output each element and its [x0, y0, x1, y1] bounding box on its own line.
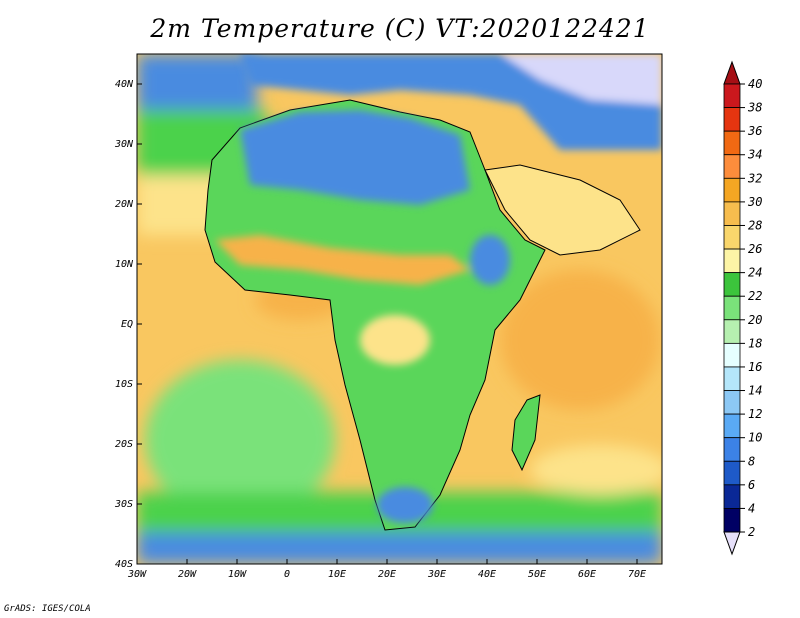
south-africa-cool: [377, 487, 433, 523]
sahel-warm-band: [215, 235, 470, 285]
africa-continent: [204, 99, 546, 531]
lat-tick-label: 30N: [114, 139, 134, 150]
madagascar: [511, 394, 541, 472]
colorbar-label: 2: [748, 525, 755, 539]
colorbar-swatch: [723, 413, 741, 439]
colorbar-swatch: [723, 484, 741, 509]
colorbar-label: 28: [748, 218, 762, 232]
colorbar-label: 38: [747, 101, 762, 115]
atlantic-cold-zone: [137, 54, 257, 114]
colorbar-swatch: [723, 154, 741, 179]
colorbar-swatch: [723, 201, 741, 226]
colorbar-label: 10: [748, 431, 762, 445]
colorbar-swatch: [723, 130, 741, 156]
lat-tick-label: 40S: [115, 559, 133, 570]
lat-tick-label: 20N: [115, 199, 134, 210]
colorbar-label: 6: [748, 478, 755, 492]
lon-tick-label: 10E: [328, 569, 346, 580]
lon-tick-label: 0: [284, 569, 290, 580]
colorbar-label: 32: [747, 171, 762, 185]
colorbar-swatch: [723, 295, 741, 321]
colorbar-swatch: [723, 508, 741, 533]
lat-tick-label: 20S: [115, 439, 133, 450]
lon-tick-label: 20W: [178, 569, 197, 580]
map-axes: 30W 20W 10W 0 10E 20E 30E 40E 50E 60E 70E 40N 30N 20N…: [114, 79, 646, 580]
lat-tick-label: 40N: [115, 79, 134, 90]
colorbar-label: 34: [747, 148, 762, 162]
map-frame: [136, 53, 663, 565]
indian-warm-pool: [500, 270, 660, 410]
colorbar-bottom-arrow: [723, 531, 741, 556]
lon-tick-label: 20E: [378, 569, 396, 580]
lat-tick-label: 10S: [115, 379, 133, 390]
colorbar-label: 8: [748, 454, 755, 468]
central-africa-mild: [360, 315, 430, 365]
colorbar-swatch: [723, 177, 741, 203]
colorbar-label: 26: [748, 242, 762, 256]
south-atlantic-cool: [145, 360, 335, 520]
lon-tick-label: 60E: [578, 569, 596, 580]
colorbar-swatch: [723, 460, 741, 486]
colorbar-swatch: [723, 319, 741, 344]
indian-mild-band: [530, 445, 662, 495]
colorbar-label: 40: [748, 77, 762, 91]
colorbar-swatch: [723, 366, 741, 391]
colorbar-label: 14: [748, 384, 762, 398]
lon-tick-label: 70E: [628, 569, 646, 580]
southern-cold-band: [137, 532, 662, 564]
lon-tick-label: 40E: [478, 569, 496, 580]
map-field: [137, 54, 662, 564]
sahara-cool-region: [240, 110, 470, 205]
colorbar: 40 38 36 34 32 30 28 26 24 22 20 18 16 14 12 10 8 6 4 2: [723, 60, 762, 556]
colorbar-label: 4: [748, 501, 755, 515]
colorbar-label: 24: [748, 266, 762, 280]
colorbar-swatch: [723, 272, 741, 297]
colorbar-label: 12: [748, 407, 762, 421]
lon-tick-label: 50E: [528, 569, 546, 580]
colorbar-label: 36: [747, 124, 762, 138]
colorbar-swatch: [723, 390, 741, 415]
lat-tick-label: 10N: [115, 259, 134, 270]
colorbar-swatch: [723, 437, 741, 462]
colorbar-swatch: [723, 248, 741, 274]
colorbar-label: 16: [748, 360, 762, 374]
colorbar-label: 30: [747, 195, 762, 209]
colorbar-swatch: [723, 225, 741, 250]
lon-tick-label: 10W: [228, 569, 247, 580]
arabian-peninsula: [484, 164, 641, 256]
colorbar-swatch: [723, 342, 741, 368]
colorbar-label: 20: [748, 313, 762, 327]
lat-tick-label: 30S: [114, 499, 133, 510]
map-title: 2m Temperature (C) VT:2020122421: [150, 14, 650, 43]
lat-tick-label: EQ: [121, 319, 133, 330]
colorbar-swatch: [723, 107, 741, 132]
colorbar-top-arrow: [723, 60, 741, 85]
colorbar-swatch: [723, 83, 741, 108]
ethiopia-cool-region: [470, 235, 510, 285]
lon-tick-label: 30W: [127, 569, 147, 580]
eurasia-frost-region: [500, 54, 662, 105]
lon-tick-label: 30E: [427, 569, 446, 580]
credit-label: GrADS: IGES/COLA: [4, 604, 91, 614]
colorbar-label: 22: [748, 289, 762, 303]
colorbar-label: 18: [748, 336, 762, 350]
